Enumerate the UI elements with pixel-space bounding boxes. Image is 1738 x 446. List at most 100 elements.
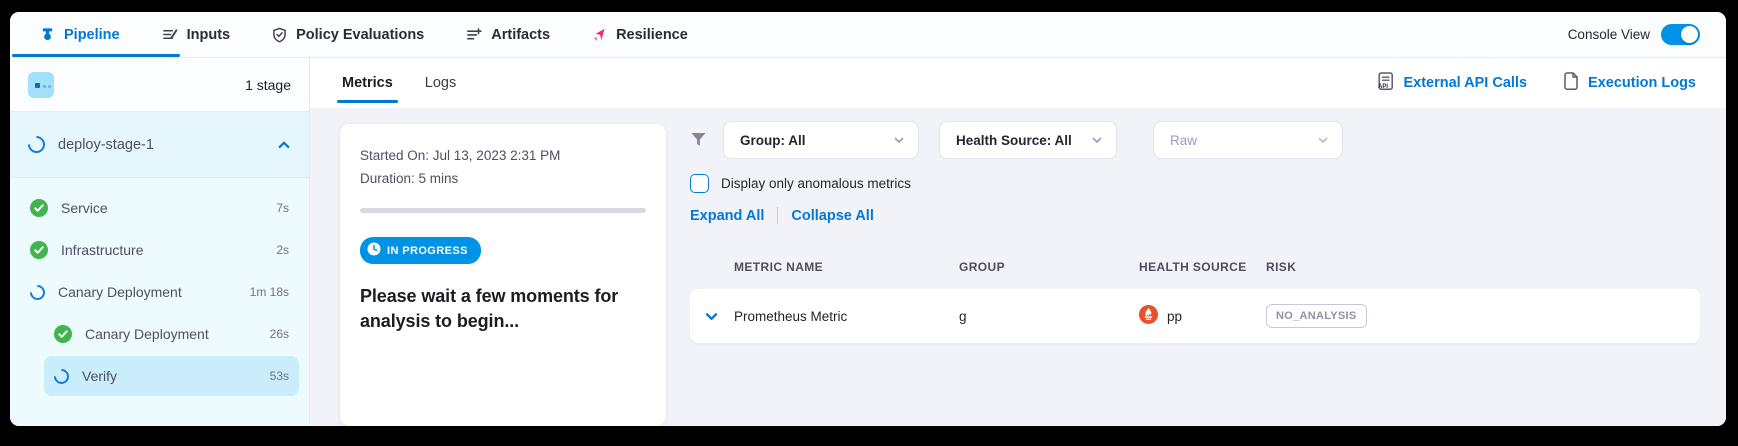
progress-bar [360, 208, 646, 213]
row-chevron-down-icon[interactable] [704, 309, 734, 324]
pipeline-execution-window: Pipeline Inputs Policy Evaluations Artif… [10, 12, 1726, 426]
api-document-icon: API [1377, 71, 1394, 95]
nav-tab-resilience[interactable]: Resilience [592, 12, 688, 57]
column-header-group: GROUP [959, 260, 1006, 274]
metrics-table: METRIC NAME GROUP HEALTH SOURCE RISK Pro… [690, 260, 1700, 343]
stages-sidebar: 1 stage deploy-stage-1 Service 7s [10, 58, 310, 426]
raw-mode-dropdown[interactable]: Raw [1153, 121, 1343, 159]
started-on-text: Started On: Jul 13, 2023 2:31 PM [360, 148, 561, 163]
chevron-up-icon[interactable] [277, 138, 291, 152]
step-canary-deployment[interactable]: Canary Deployment 26s [44, 314, 299, 354]
document-icon [1563, 71, 1579, 95]
content-body: Started On: Jul 13, 2023 2:31 PM Duratio… [310, 108, 1726, 426]
stage-row-deploy-stage-1[interactable]: deploy-stage-1 [10, 112, 309, 178]
success-check-icon [30, 241, 48, 259]
raw-mode-value: Raw [1170, 132, 1198, 148]
expand-all-link[interactable]: Expand All [690, 207, 765, 224]
artifacts-icon [466, 27, 482, 42]
top-navigation-bar: Pipeline Inputs Policy Evaluations Artif… [10, 12, 1726, 58]
nav-tab-pipeline[interactable]: Pipeline [12, 12, 179, 57]
step-verify[interactable]: Verify 53s [44, 356, 299, 396]
running-spinner-icon [24, 132, 49, 157]
anomalous-metrics-label: Display only anomalous metrics [721, 176, 911, 191]
step-label: Canary Deployment [85, 326, 209, 342]
main-content: Metrics Logs API External API Calls [310, 58, 1726, 426]
table-row[interactable]: Prometheus Metric g pp NO_ANALYSIS [690, 289, 1700, 343]
external-api-calls-link[interactable]: API External API Calls [1377, 71, 1528, 95]
column-header-health-source: HEALTH SOURCE [1139, 260, 1247, 274]
step-canary-deployment-group[interactable]: Canary Deployment 1m 18s [20, 272, 299, 312]
step-duration: 1m 18s [249, 285, 289, 299]
chevron-down-icon [1317, 134, 1329, 146]
content-header: Metrics Logs API External API Calls [310, 58, 1726, 108]
chevron-down-icon [1091, 134, 1103, 146]
group-filter-value: Group: All [740, 132, 806, 148]
running-spinner-icon [26, 281, 49, 303]
tab-logs[interactable]: Logs [425, 58, 456, 108]
status-badge-label: IN PROGRESS [387, 244, 468, 257]
resilience-icon [592, 27, 607, 42]
anomalous-metrics-checkbox[interactable] [690, 174, 709, 193]
step-infrastructure[interactable]: Infrastructure 2s [20, 230, 299, 270]
verification-summary-column: Started On: Jul 13, 2023 2:31 PM Duratio… [310, 108, 670, 426]
sidebar-header: 1 stage [10, 58, 309, 112]
nav-tab-label: Resilience [616, 26, 688, 43]
step-duration: 2s [276, 243, 289, 257]
column-header-risk: RISK [1266, 260, 1297, 274]
health-source-filter-dropdown[interactable]: Health Source: All [939, 121, 1117, 159]
prometheus-icon [1139, 305, 1158, 327]
nav-tab-policy-evaluations[interactable]: Policy Evaluations [272, 12, 424, 57]
step-label: Service [61, 200, 108, 216]
collapse-all-link[interactable]: Collapse All [791, 207, 874, 224]
filter-funnel-icon[interactable] [690, 132, 707, 148]
risk-cell: NO_ANALYSIS [1266, 304, 1684, 328]
group-filter-dropdown[interactable]: Group: All [723, 121, 919, 159]
nav-tab-label: Artifacts [491, 26, 551, 43]
nav-tab-label: Pipeline [64, 26, 120, 43]
step-label: Verify [82, 368, 118, 384]
health-source-label: pp [1167, 308, 1183, 324]
group-cell: g [959, 308, 967, 324]
nav-tab-inputs[interactable]: Inputs [162, 12, 231, 57]
nav-tab-artifacts[interactable]: Artifacts [466, 12, 550, 57]
console-view-toggle[interactable] [1661, 24, 1700, 45]
svg-text:API: API [1378, 84, 1388, 90]
step-duration: 26s [269, 327, 289, 341]
status-badge: IN PROGRESS [360, 237, 481, 264]
stage-label: deploy-stage-1 [58, 136, 154, 153]
console-view-control: Console View [1568, 24, 1700, 45]
metric-name-cell: Prometheus Metric [734, 308, 848, 324]
stage-chip-icon[interactable] [28, 71, 54, 98]
clock-icon [367, 242, 381, 259]
column-header-metric-name: METRIC NAME [734, 260, 824, 274]
header-links: API External API Calls Execution Logs [1377, 71, 1696, 95]
filter-row: Group: All Health Source: All [690, 121, 1700, 159]
nav-tab-label: Policy Evaluations [296, 26, 425, 43]
step-label: Canary Deployment [58, 284, 182, 300]
step-list: Service 7s Infrastructure 2s Canary Depl… [10, 178, 309, 426]
pipeline-icon [40, 27, 55, 42]
inputs-icon [162, 27, 178, 42]
expand-collapse-row: Expand All Collapse All [690, 207, 1700, 224]
step-service[interactable]: Service 7s [20, 188, 299, 228]
metrics-panel: Group: All Health Source: All [670, 108, 1726, 426]
tab-metrics[interactable]: Metrics [337, 58, 398, 108]
execution-logs-link[interactable]: Execution Logs [1563, 71, 1696, 95]
nav-tab-label: Inputs [186, 26, 231, 43]
stage-count: 1 stage [245, 76, 291, 93]
step-duration: 53s [269, 369, 289, 383]
running-spinner-icon [50, 365, 73, 387]
metrics-table-header: METRIC NAME GROUP HEALTH SOURCE RISK [690, 260, 1700, 274]
chevron-down-icon [893, 134, 905, 146]
health-source-filter-value: Health Source: All [956, 132, 1072, 148]
analysis-wait-message: Please wait a few moments for analysis t… [360, 286, 619, 332]
step-duration: 7s [276, 201, 289, 215]
link-label: Execution Logs [1588, 75, 1696, 91]
step-label: Infrastructure [61, 242, 144, 258]
anomalous-metrics-row: Display only anomalous metrics [690, 174, 1700, 193]
health-source-cell: pp [1139, 305, 1266, 327]
success-check-icon [54, 325, 72, 343]
top-nav-tabs: Pipeline Inputs Policy Evaluations Artif… [12, 12, 688, 57]
link-label: External API Calls [1403, 75, 1528, 91]
tab-label: Metrics [342, 75, 393, 91]
